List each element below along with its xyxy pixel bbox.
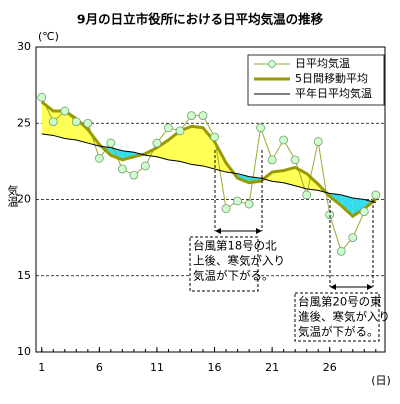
deviation-fill <box>352 197 365 217</box>
y-tick-label: 15 <box>17 269 31 282</box>
daily-point <box>60 106 70 116</box>
daily-point <box>117 164 127 174</box>
daily-point <box>129 170 139 180</box>
daily-point <box>279 135 289 145</box>
legend-label: 平年日平均気温 <box>295 86 372 100</box>
deviation-fill <box>191 126 204 166</box>
daily-point <box>267 155 277 165</box>
daily-point <box>71 117 81 127</box>
legend-marker <box>268 60 276 68</box>
deviation-fill <box>272 170 284 183</box>
deviation-fill <box>156 140 169 160</box>
daily-point <box>233 196 242 206</box>
y-tick-label: 10 <box>17 345 31 358</box>
daily-point <box>371 190 381 200</box>
x-tick-label: 6 <box>96 361 103 374</box>
series-line <box>41 97 377 253</box>
daily-point <box>348 233 358 243</box>
deviation-fill <box>341 194 353 217</box>
x-tick-label: 16 <box>208 361 222 374</box>
x-tick-label: 26 <box>323 361 337 374</box>
annotation-text: 気温が下がる。 <box>298 325 379 339</box>
annotation-box <box>189 236 259 292</box>
y-tick-label: 30 <box>17 40 31 53</box>
daily-point <box>152 138 162 148</box>
daily-point <box>187 111 196 121</box>
annotation-text: 台風第20号の東 <box>298 295 382 309</box>
daily-point <box>302 190 312 200</box>
x-tick-label: 11 <box>150 361 164 374</box>
daily-point <box>221 204 231 214</box>
daily-point <box>256 123 266 133</box>
daily-point <box>37 92 47 102</box>
annotation-text: 上後、寒気が入り <box>193 254 285 268</box>
annotation-box <box>294 292 380 342</box>
y-tick-label: 20 <box>17 193 31 206</box>
legend-label: 日平均気温 <box>295 56 350 70</box>
daily-point <box>141 161 150 171</box>
daily-point <box>164 123 173 133</box>
daily-point <box>94 153 104 163</box>
daily-point <box>313 137 323 146</box>
daily-point <box>198 111 208 121</box>
y-tick-label: 25 <box>17 116 31 129</box>
daily-point <box>175 126 185 136</box>
deviation-fill <box>179 126 192 165</box>
series-line <box>41 133 376 204</box>
plot-frame <box>35 46 386 353</box>
chart-title: 9月の日立市役所における日平均気温の推移 <box>77 12 324 27</box>
annotation-text: 気温が下がる。 <box>193 269 274 283</box>
deviation-fill <box>203 127 215 169</box>
x-unit-label: (日) <box>371 374 391 387</box>
daily-point <box>48 117 58 127</box>
annotation-text: 台風第18号の北 <box>193 239 277 253</box>
daily-point <box>210 132 219 142</box>
annotation-text: 進後、寒気が入り <box>298 310 390 324</box>
daily-point <box>106 138 116 148</box>
x-tick-label: 1 <box>38 361 45 374</box>
series-line <box>40 100 377 219</box>
x-tick-label: 21 <box>265 361 279 374</box>
deviation-fill <box>53 111 65 139</box>
legend-label: 5日間移動平均 <box>295 71 368 85</box>
y-unit-label: (℃) <box>38 30 59 43</box>
daily-point <box>83 118 93 128</box>
daily-point <box>336 246 346 256</box>
daily-point <box>359 207 369 217</box>
daily-point <box>290 155 300 165</box>
y-axis-label: 気温 <box>6 184 19 207</box>
daily-point <box>244 199 254 209</box>
deviation-fill <box>283 167 296 186</box>
